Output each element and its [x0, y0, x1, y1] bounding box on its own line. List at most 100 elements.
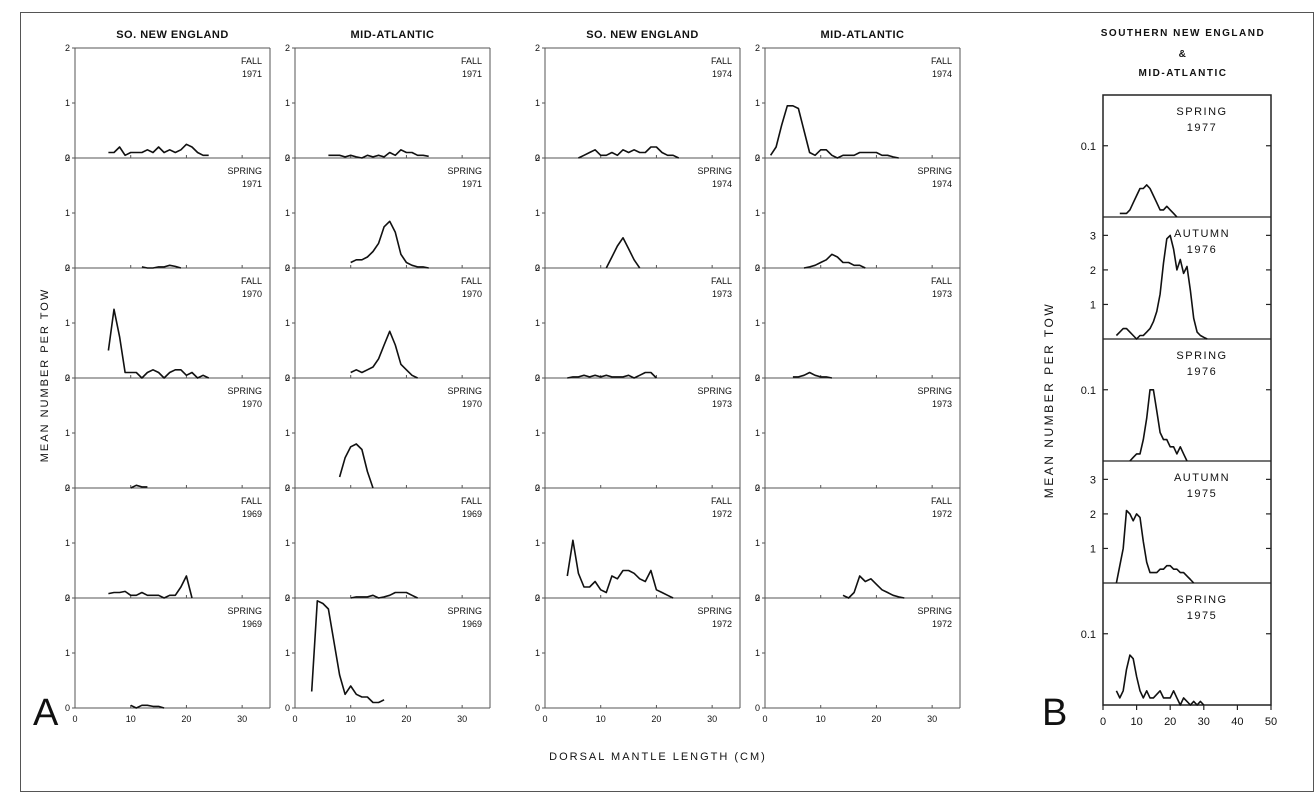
- panel-year-label: 1973: [932, 289, 952, 299]
- panel-year-label: 1973: [932, 399, 952, 409]
- panel-year-label: 1977: [1187, 122, 1217, 134]
- y-tick-label: 0: [755, 703, 760, 713]
- y-tick-label: 2: [65, 373, 70, 383]
- chart-panel: 0 1 2 FALL 1971: [65, 43, 270, 163]
- y-tick-label: 1: [535, 538, 540, 548]
- y-tick-label: 0: [65, 263, 70, 273]
- panel-season-label: FALL: [461, 56, 482, 66]
- panel-season-label: FALL: [711, 276, 732, 286]
- panel-a-column: SO. NEW ENGLAND012FALL1974012SPRING19740…: [535, 29, 741, 724]
- chart-panel: 0 1 2 SPRING 1970: [65, 373, 270, 493]
- y-tick-label: 2: [1090, 509, 1096, 521]
- panel-season-label: SPRING: [227, 166, 262, 176]
- column-title: MID-ATLANTIC: [821, 29, 905, 41]
- y-tick-label: 2: [285, 593, 290, 603]
- chart-panel: 0.1 SPRING 1977: [1081, 106, 1271, 218]
- panel-b-title-line-3: MID-ATLANTIC: [1139, 68, 1228, 79]
- x-tick-label: 30: [237, 714, 247, 724]
- panel-a-letter: A: [33, 692, 59, 734]
- y-tick-label: 0: [535, 263, 540, 273]
- panel-season-label: SPRING: [697, 606, 732, 616]
- y-tick-label: 2: [755, 153, 760, 163]
- panel-season-label: FALL: [241, 496, 262, 506]
- panel-b-letter: B: [1042, 692, 1067, 734]
- y-tick-label: 1: [755, 208, 760, 218]
- chart-panel: 0 1 2 SPRING 1969: [65, 593, 262, 713]
- y-tick-label: 1: [285, 98, 290, 108]
- panel-year-label: 1969: [242, 619, 262, 629]
- y-tick-label: 1: [65, 648, 70, 658]
- y-tick-label: 0: [285, 373, 290, 383]
- panel-season-label: SPRING: [917, 166, 952, 176]
- panel-season-label: SPRING: [227, 606, 262, 616]
- panel-season-label: FALL: [241, 276, 262, 286]
- panel-year-label: 1971: [242, 69, 262, 79]
- y-tick-label: 1: [535, 428, 540, 438]
- frequency-series-line: [130, 704, 165, 709]
- frequency-series-line: [338, 443, 374, 489]
- frequency-series-line: [141, 264, 182, 269]
- frequency-series-line: [842, 575, 905, 599]
- panel-season-label: FALL: [461, 276, 482, 286]
- panel-season-label: SPRING: [447, 166, 482, 176]
- chart-panel: 0 1 2 FALL 1974: [755, 43, 960, 163]
- frequency-series-line: [803, 253, 866, 269]
- x-tick-label: 0: [72, 714, 77, 724]
- y-tick-label: 0: [285, 593, 290, 603]
- y-tick-label: 0: [535, 593, 540, 603]
- panel-year-label: 1975: [1187, 488, 1217, 500]
- panel-year-label: 1970: [242, 289, 262, 299]
- y-tick-label: 2: [285, 263, 290, 273]
- panel-year-label: 1976: [1187, 366, 1217, 378]
- x-tick-label: 20: [871, 714, 881, 724]
- chart-panel: 0 1 2 FALL 1970: [285, 263, 490, 383]
- y-tick-label: 1: [755, 318, 760, 328]
- x-tick-label: 0: [1100, 716, 1106, 728]
- panel-season-label: FALL: [241, 56, 262, 66]
- chart-panel: 0 1 2 SPRING 1973: [755, 373, 960, 493]
- frequency-series-line: [1129, 388, 1188, 462]
- y-tick-label: 1: [65, 318, 70, 328]
- x-tick-label: 40: [1231, 716, 1243, 728]
- y-tick-label: 1: [285, 648, 290, 658]
- panel-a-chart-grid: SO. NEW ENGLAND012FALL1971012SPRING19710…: [65, 29, 961, 724]
- panel-a-column: MID-ATLANTIC 0 1 2 FALL 1974 0 1 2 SPRING 1974 0 1 2 F…: [755, 29, 961, 724]
- chart-panel: 0 1 2 SPRING 1972: [535, 593, 732, 713]
- frequency-series-line: [566, 539, 674, 599]
- y-tick-label: 2: [535, 483, 540, 493]
- panel-b-y-axis-title: MEAN NUMBER PER TOW: [1042, 302, 1056, 498]
- y-tick-label: 0: [65, 593, 70, 603]
- y-tick-label: 1: [535, 98, 540, 108]
- y-tick-label: 0: [65, 483, 70, 493]
- frequency-series-line: [1115, 509, 1195, 584]
- y-tick-label: 3: [1090, 230, 1096, 242]
- y-tick-label: 3: [1090, 474, 1096, 486]
- y-tick-label: 1: [535, 318, 540, 328]
- frequency-series-line: [350, 591, 418, 599]
- y-tick-label: 0: [285, 703, 290, 713]
- x-tick-label: 30: [707, 714, 717, 724]
- panel-season-label: SPRING: [1176, 594, 1227, 606]
- y-tick-label: 2: [65, 483, 70, 493]
- y-tick-label: 0: [535, 703, 540, 713]
- frequency-series-line: [605, 237, 641, 269]
- frequency-series-line: [1115, 234, 1208, 340]
- chart-panel: 0 1 2 SPRING 1971: [65, 153, 270, 273]
- chart-panel: 0 1 2 FALL 1972: [755, 483, 960, 603]
- y-tick-label: 0: [535, 373, 540, 383]
- chart-panel: 0 1 2 FALL 1972: [535, 483, 740, 603]
- column-title: SO. NEW ENGLAND: [116, 29, 229, 41]
- panel-year-label: 1972: [932, 619, 952, 629]
- x-tick-label: 20: [1164, 716, 1176, 728]
- y-tick-label: 0: [285, 153, 290, 163]
- panel-year-label: 1974: [932, 179, 952, 189]
- y-tick-label: 2: [65, 43, 70, 53]
- panel-year-label: 1976: [1187, 244, 1217, 256]
- panel-season-label: AUTUMN: [1174, 228, 1230, 240]
- y-tick-label: 2: [1090, 265, 1096, 277]
- column-title: MID-ATLANTIC: [351, 29, 435, 41]
- chart-panel: 0 1 2 FALL 1973: [535, 263, 740, 383]
- panel-year-label: 1972: [712, 509, 732, 519]
- panel-season-label: FALL: [461, 496, 482, 506]
